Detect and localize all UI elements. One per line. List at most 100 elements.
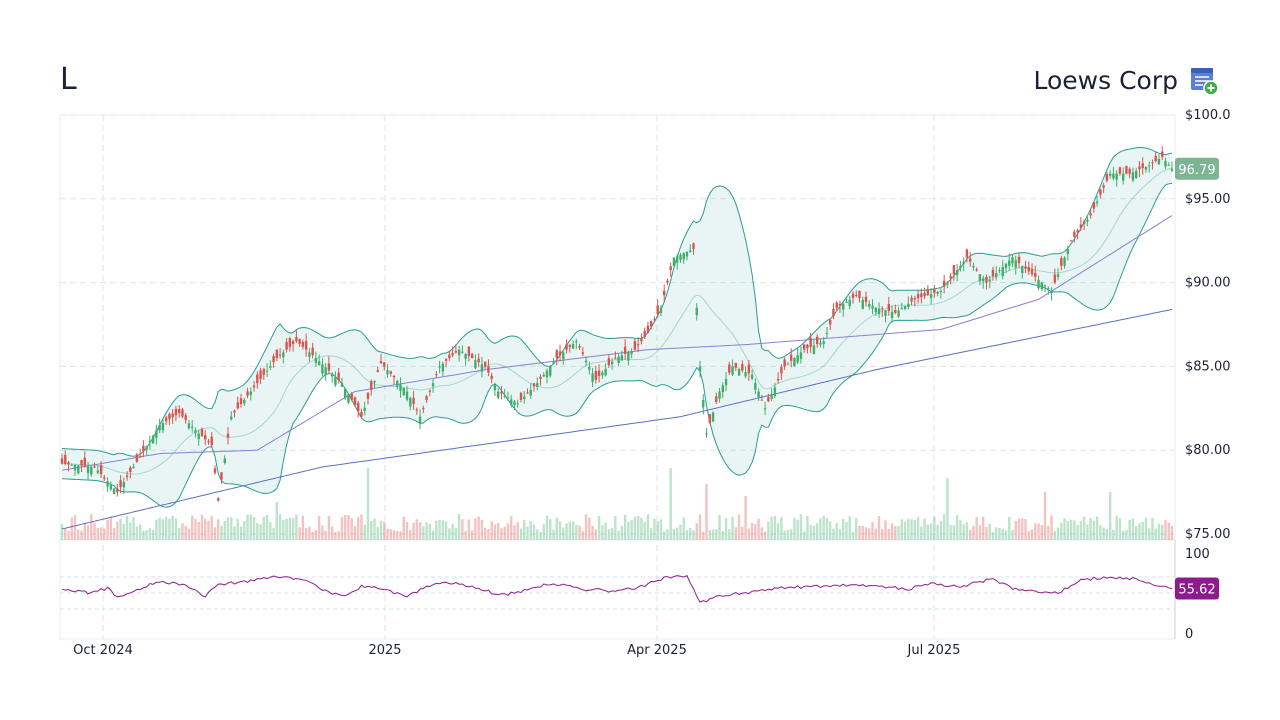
candle-body [493, 385, 497, 391]
volume-bar [802, 531, 806, 540]
candle-body [168, 413, 171, 420]
candle-body [848, 299, 851, 307]
rsi-tick-label: 100 [1185, 547, 1210, 562]
volume-bar [1047, 525, 1050, 540]
volume-bar [298, 527, 301, 540]
candle-body [646, 325, 650, 333]
volume-bar [295, 514, 298, 540]
volume-bar [422, 526, 425, 540]
volume-bar [90, 514, 93, 540]
candle-body [734, 362, 738, 368]
volume-bar [523, 519, 526, 540]
candle-body [744, 371, 747, 377]
candle-body [145, 446, 148, 450]
candle-body [457, 349, 461, 356]
volume-bar [1095, 516, 1099, 540]
volume-bar [689, 527, 692, 540]
volume-bar [418, 522, 422, 540]
candle-body [649, 321, 653, 327]
volume-bar [715, 529, 718, 540]
volume-bar [116, 521, 119, 540]
volume-bar [1001, 528, 1004, 540]
volume-bar [1004, 530, 1008, 540]
candle-body [135, 454, 139, 462]
candle-body [536, 383, 539, 387]
volume-bar [340, 516, 344, 540]
candle-body [1115, 173, 1118, 180]
candle-body [952, 265, 956, 275]
volume-bar [565, 523, 568, 540]
band-fill [62, 147, 1172, 508]
volume-bar [955, 515, 959, 540]
candle-body [191, 426, 194, 428]
volume-bar [347, 514, 350, 540]
candle-body [340, 383, 344, 387]
candle-body [783, 359, 786, 367]
volume-bar [623, 514, 627, 540]
candle-body [1066, 249, 1070, 254]
candle-body [750, 374, 754, 379]
volume-bar [1151, 517, 1154, 540]
candle-body [428, 390, 432, 392]
moving-average-mid [61, 215, 1173, 471]
candle-body [477, 358, 480, 363]
volume-bar [604, 522, 607, 540]
candle-body [617, 356, 620, 364]
volume-bar [526, 526, 529, 540]
volume-bar [991, 531, 995, 540]
volume-bar [412, 522, 415, 540]
volume-bar [487, 529, 490, 540]
volume-bar [239, 526, 243, 540]
candle-body [519, 392, 523, 400]
volume-bar [474, 518, 477, 540]
volume-bar [77, 529, 80, 540]
volume-bar [793, 518, 796, 540]
volume-bar [617, 530, 620, 540]
volume-bar [874, 528, 877, 540]
volume-bar [1050, 515, 1053, 540]
volume-bar [708, 530, 711, 540]
volume-bar [119, 518, 122, 540]
volume-bar [86, 525, 90, 540]
volume-bar [370, 521, 373, 540]
candle-body [343, 388, 347, 398]
candle-body [1030, 269, 1034, 275]
volume-bar [396, 530, 399, 540]
candle-body [630, 351, 633, 354]
candle-body [217, 498, 220, 501]
candle-body [174, 408, 178, 416]
candle-body [409, 397, 412, 407]
volume-bar [757, 518, 760, 540]
candle-body [272, 355, 275, 363]
volume-bar [301, 515, 305, 540]
volume-bar [217, 519, 220, 540]
candle-body [972, 265, 975, 268]
volume-bar [1105, 528, 1109, 540]
volume-bar [386, 528, 389, 540]
candle-body [275, 349, 279, 359]
volume-bar [1053, 531, 1057, 540]
volume-bar [350, 518, 353, 540]
candle-body [265, 370, 269, 372]
candle-body [998, 270, 1001, 272]
volume-bar [558, 521, 562, 540]
volume-bar [789, 529, 793, 540]
candle-body [623, 346, 627, 354]
volume-bar [314, 529, 318, 540]
volume-bar [282, 520, 285, 540]
candle-body [103, 477, 106, 479]
candle-body [614, 357, 617, 359]
candle-body [304, 340, 308, 350]
volume-bar [151, 530, 155, 540]
add-to-watchlist-icon[interactable] [1189, 66, 1219, 96]
volume-bar [770, 516, 773, 540]
candle-body [347, 394, 350, 403]
candle-body [262, 368, 266, 375]
volume-bar [877, 516, 881, 540]
candle-body [158, 425, 161, 431]
volume-bar [109, 516, 113, 540]
candle-body [711, 412, 715, 422]
moving-average-long [61, 308, 1173, 530]
volume-bar [480, 519, 484, 540]
candle-body [578, 346, 581, 348]
